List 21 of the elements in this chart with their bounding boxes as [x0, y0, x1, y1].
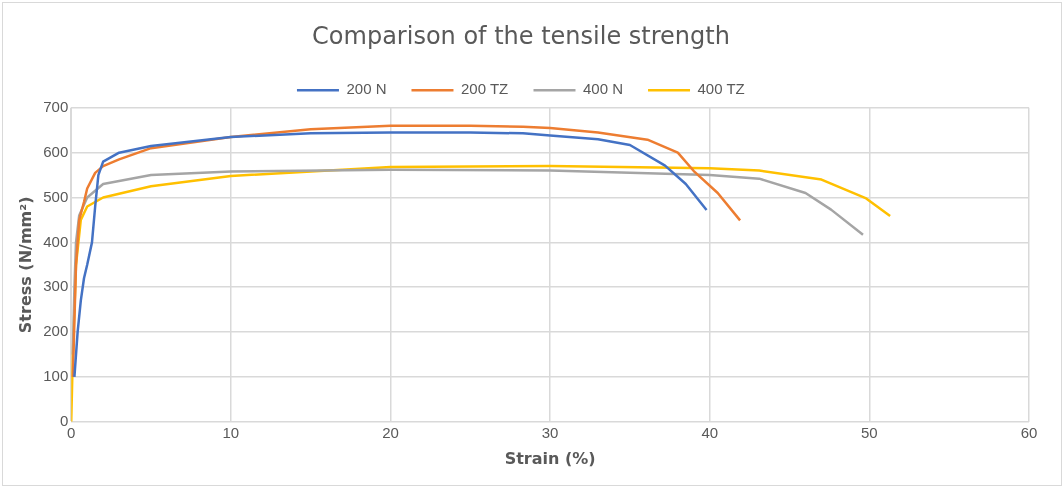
- x-tick-label: 30: [541, 423, 559, 441]
- y-tick-label: 500: [43, 187, 69, 205]
- legend-label: 400 N: [583, 80, 624, 98]
- y-tick-label: 600: [43, 142, 69, 160]
- y-axis-title: Stress (N/mm²): [15, 196, 35, 334]
- x-tick-label: 50: [861, 423, 878, 441]
- legend-label: 200 N: [346, 80, 387, 98]
- y-tick-label: 0: [59, 411, 69, 429]
- x-tick-label: 60: [1020, 423, 1038, 441]
- legend-label: 200 TZ: [460, 80, 509, 98]
- y-tick-label: 400: [43, 232, 69, 250]
- x-axis-title: Strain (%): [504, 448, 596, 468]
- legend-label: 400 TZ: [697, 80, 745, 98]
- x-tick-label: 40: [701, 423, 719, 441]
- y-tick-label: 300: [43, 277, 69, 295]
- y-tick-label: 100: [43, 367, 69, 385]
- chart-title: Comparison of the tensile strength: [312, 21, 730, 50]
- x-tick-label: 20: [382, 423, 399, 441]
- x-tick-label: 10: [222, 423, 240, 441]
- y-tick-label: 200: [43, 322, 69, 340]
- y-tick-label: 700: [43, 97, 69, 115]
